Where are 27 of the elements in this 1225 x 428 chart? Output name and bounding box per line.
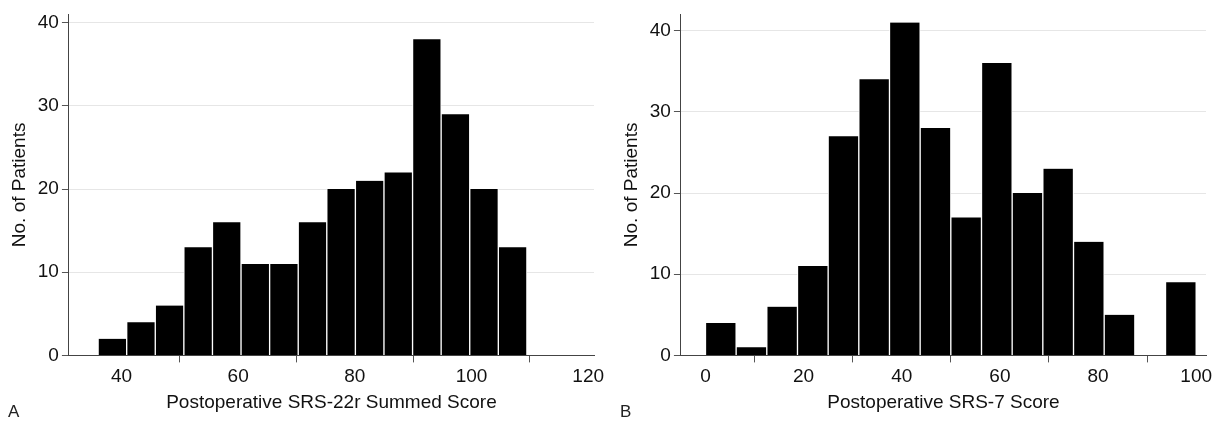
x-tick-label: 80	[344, 365, 366, 387]
y-axis-title: No. of Patients	[619, 122, 641, 248]
y-tick-label: 20	[649, 181, 671, 203]
y-tick-label: 10	[649, 262, 671, 284]
y-axis-title: No. of Patients	[7, 122, 29, 248]
x-tick-label: 60	[227, 365, 249, 387]
x-tick-label: 0	[700, 365, 711, 387]
y-tick-label: 30	[37, 94, 59, 116]
x-tick-label: 120	[572, 365, 605, 387]
x-tick-label: 100	[455, 365, 488, 387]
y-tick-label: 0	[48, 343, 59, 365]
y-tick-label: 0	[660, 343, 671, 365]
x-tick-label: 100	[1180, 365, 1213, 387]
text: B	[620, 402, 632, 422]
x-tick-label: 20	[793, 365, 815, 387]
x-tick-label: 40	[891, 365, 913, 387]
y-tick-label: 20	[37, 177, 59, 199]
x-axis-title: Postoperative SRS-7 Score	[827, 390, 1060, 412]
y-tick-label: 40	[37, 10, 59, 32]
y-tick-label: 40	[649, 18, 671, 40]
x-tick-label: 60	[989, 365, 1011, 387]
x-tick-label: 80	[1087, 365, 1109, 387]
y-tick-label: 30	[649, 100, 671, 122]
text: A	[8, 402, 20, 422]
x-axis-title: Postoperative SRS-22r Summed Score	[166, 390, 497, 412]
y-tick-label: 10	[37, 260, 59, 282]
x-tick-label: 40	[110, 365, 133, 387]
